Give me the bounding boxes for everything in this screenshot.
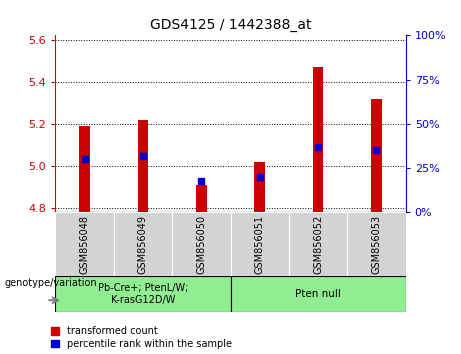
Legend: transformed count, percentile rank within the sample: transformed count, percentile rank withi…: [51, 326, 231, 349]
Bar: [79, 126, 90, 212]
Bar: [289, 212, 347, 276]
Text: GSM856052: GSM856052: [313, 215, 323, 274]
Text: GSM856051: GSM856051: [254, 215, 265, 274]
Text: GSM856050: GSM856050: [196, 215, 207, 274]
Bar: [313, 67, 323, 212]
Bar: [254, 162, 265, 212]
Point: [139, 153, 147, 159]
Point: [198, 178, 205, 183]
Bar: [230, 212, 289, 276]
Text: genotype/variation: genotype/variation: [5, 278, 97, 288]
Bar: [230, 276, 406, 312]
Bar: [172, 212, 230, 276]
Bar: [347, 212, 406, 276]
Point: [314, 144, 322, 150]
Bar: [371, 99, 382, 212]
Bar: [55, 276, 230, 312]
Text: Pten null: Pten null: [295, 289, 341, 299]
Text: GSM856053: GSM856053: [372, 215, 382, 274]
Text: GSM856049: GSM856049: [138, 215, 148, 274]
Text: Pb-Cre+; PtenL/W;
K-rasG12D/W: Pb-Cre+; PtenL/W; K-rasG12D/W: [98, 283, 188, 305]
Point: [256, 174, 263, 180]
Bar: [114, 212, 172, 276]
Point: [81, 156, 88, 162]
Title: GDS4125 / 1442388_at: GDS4125 / 1442388_at: [150, 18, 311, 32]
Bar: [138, 120, 148, 212]
Bar: [196, 185, 207, 212]
Text: GSM856048: GSM856048: [79, 215, 89, 274]
Bar: [55, 212, 114, 276]
Point: [373, 148, 380, 153]
